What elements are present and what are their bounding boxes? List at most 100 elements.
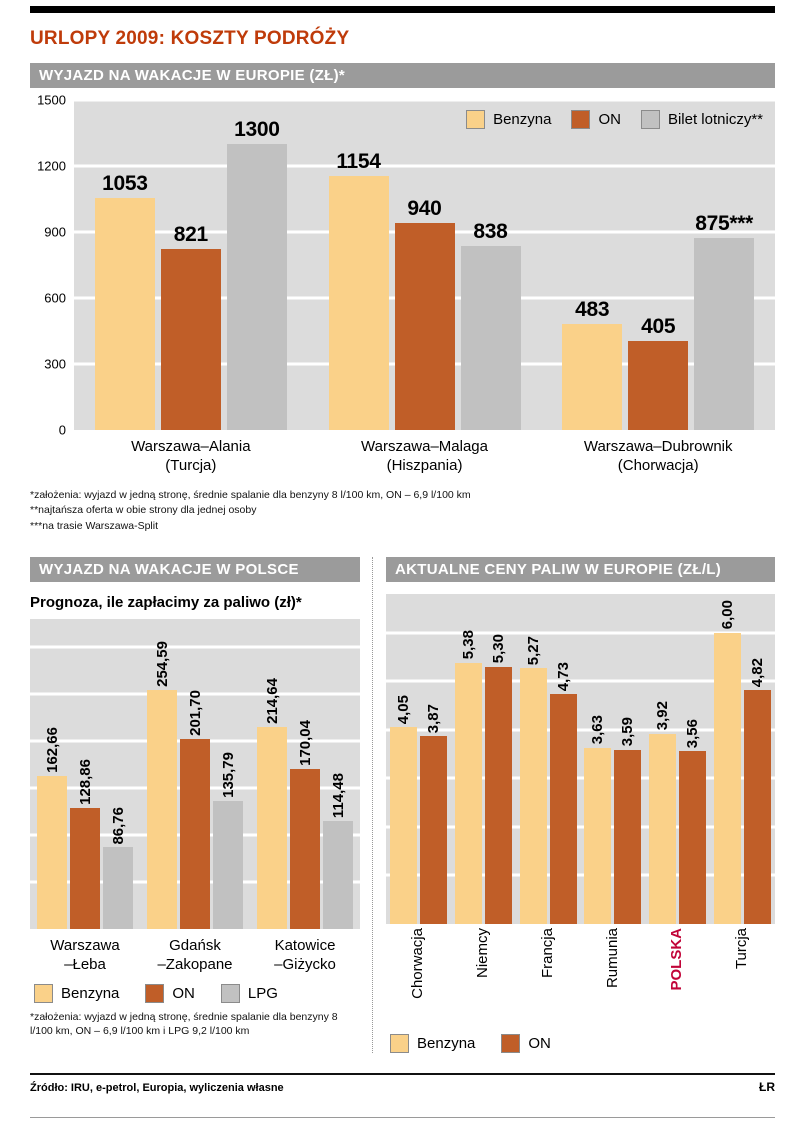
legend-label: ON (528, 1034, 551, 1052)
bar-value-label: 940 (407, 197, 442, 221)
infographic: URLOPY 2009: KOSZTY PODRÓŻY WYJAZD NA WA… (0, 6, 805, 1121)
bar-group: 3,92 3,56 (645, 594, 710, 924)
bar-value-label: 128,86 (76, 758, 94, 805)
bar-benzyna (147, 689, 177, 929)
bar-column: 821 (160, 100, 221, 430)
bar-on (160, 249, 221, 430)
gridline (386, 776, 775, 780)
bar-group: 5,38 5,30 (451, 594, 516, 924)
category-label: Niemcy (473, 927, 491, 978)
bar-group: 6,00 4,82 (710, 594, 775, 924)
legend: Benzyna ON LPG (30, 984, 360, 1004)
bar-bilet-lotniczy- (460, 245, 521, 430)
bar-group: 4,05 3,87 (386, 594, 451, 924)
bar-column: 5,30 (484, 594, 512, 924)
bar-groups: 1053 821 1300 1154 940 838 483 405 875*** (74, 100, 775, 430)
bar-value-label: 114,48 (329, 773, 347, 819)
bar-benzyna (37, 775, 67, 929)
y-tick-label: 1500 (37, 92, 66, 108)
bar-column: 405 (628, 100, 689, 430)
bar-group: 214,64 170,04 114,48 (250, 619, 360, 929)
legend-label: Benzyna (417, 1034, 476, 1052)
bar-group: 254,59 201,70 135,79 (140, 619, 250, 929)
bar-value-label: 3,63 (589, 715, 607, 745)
y-tick-label: 300 (44, 356, 66, 372)
gridline (30, 692, 360, 696)
bar-on (394, 223, 455, 430)
bar-column: 128,86 (70, 619, 100, 929)
bar-group: 162,66 128,86 86,76 (30, 619, 140, 929)
chart-body: 0 300 600 900 1200 1500 Benzyna ON Bilet lotnic… (30, 94, 775, 476)
bar-group: 1053 821 1300 (74, 100, 308, 430)
bar-column: 1053 (94, 100, 155, 430)
category-label: Warszawa–Malaga (Hiszpania) (361, 438, 488, 474)
credit: ŁR (759, 1079, 775, 1094)
bar-on (290, 769, 320, 929)
legend-item-benzyna: Benzyna (466, 110, 551, 129)
bar-column: 4,82 (744, 594, 772, 924)
page-title: URLOPY 2009: KOSZTY PODRÓŻY (30, 28, 350, 49)
bar-on (484, 666, 512, 924)
y-tick-label: 900 (44, 224, 66, 240)
bar-value-label: 5,27 (524, 635, 542, 665)
gridline (386, 873, 775, 877)
chart-poland-trips: 162,66 128,86 86,76 254,59 201,70 135,79 214,6… (30, 618, 360, 1004)
bar-value-label: 3,92 (654, 701, 672, 731)
category-label: Warszawa –Łeba (50, 936, 120, 973)
source-row: Źródło: IRU, e-petrol, Europia, wyliczen… (30, 1072, 775, 1094)
bar-on (614, 749, 642, 924)
bar-column: 201,70 (180, 619, 210, 929)
bar-column: 86,76 (103, 619, 133, 929)
bar-benzyna (562, 323, 623, 430)
bar-column: 483 (562, 100, 623, 430)
bar-column: 1300 (226, 100, 287, 430)
legend: Benzyna ON (386, 1033, 775, 1053)
bar-benzyna (454, 662, 482, 924)
y-axis: 0 300 600 900 1200 1500 (30, 94, 74, 437)
bar-value-label: 3,56 (684, 718, 702, 748)
bar-benzyna (389, 727, 417, 924)
legend-item-lpg: LPG (220, 984, 278, 1004)
source-text: Źródło: IRU, e-petrol, Europia, wyliczen… (30, 1081, 284, 1094)
gridline (30, 645, 360, 649)
bar-benzyna (94, 198, 155, 430)
top-rule (30, 6, 775, 13)
bar-value-label: 254,59 (153, 640, 171, 687)
section-header-fuel: AKTUALNE CENY PALIW W EUROPIE (ZŁ/L) (386, 556, 775, 582)
gridline (74, 98, 775, 102)
legend-item-on: ON (501, 1033, 551, 1053)
bar-value-label: 5,38 (459, 630, 477, 660)
legend-label: ON (598, 111, 621, 128)
plot-column: Benzyna ON Bilet lotniczy** 1053 821 1300 115… (74, 98, 775, 476)
gridline (386, 728, 775, 732)
legend-label: LPG (247, 985, 278, 1003)
bar-column: 3,56 (679, 594, 707, 924)
bar-value-label: 3,59 (619, 717, 637, 747)
legend-swatch (145, 984, 165, 1004)
x-axis-labels: Warszawa–Alania (Turcja) Warszawa–Malaga (H… (74, 438, 775, 476)
gridline (386, 631, 775, 635)
bar-on (180, 739, 210, 929)
category-label: Gdańsk –Zakopane (157, 936, 233, 973)
y-tick-label: 0 (58, 422, 66, 438)
bar-value-label: 170,04 (296, 720, 314, 767)
bar-benzyna (519, 668, 547, 924)
bar-column: 3,63 (584, 594, 612, 924)
gridline (74, 164, 775, 168)
bar-column: 1154 (328, 100, 389, 430)
bar-column: 3,59 (614, 594, 642, 924)
bar-group: 3,63 3,59 (580, 594, 645, 924)
legend-label: Benzyna (61, 985, 120, 1003)
category-label: Katowice –Giżycko (274, 936, 336, 973)
bottom-panels: WYJAZD NA WAKACJE W POLSCE Prognoza, ile… (30, 556, 775, 1053)
bar-column: 5,27 (519, 594, 547, 924)
bar-benzyna (257, 727, 287, 929)
bar-value-label: 6,00 (719, 600, 737, 630)
plot-area: Benzyna ON Bilet lotniczy** 1053 821 1300 115… (74, 98, 775, 430)
bar-column: 940 (394, 100, 455, 430)
y-tick-label: 600 (44, 290, 66, 306)
legend-item-benzyna: Benzyna (390, 1033, 476, 1053)
x-axis-labels: Warszawa –Łeba Gdańsk –Zakopane Katowice –Giż… (30, 937, 360, 975)
bar-column: 170,04 (290, 619, 320, 929)
bar-value-label: 1053 (102, 172, 148, 196)
